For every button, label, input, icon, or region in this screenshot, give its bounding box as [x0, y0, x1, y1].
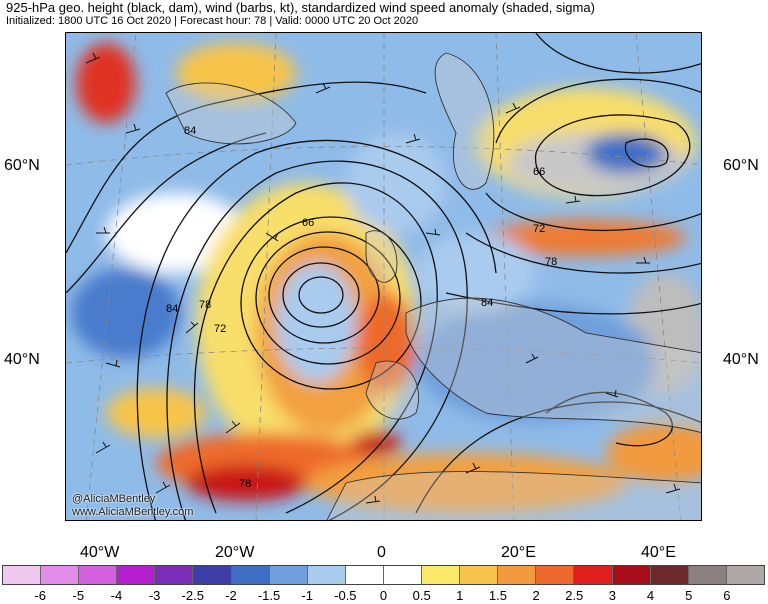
wind-barbs	[85, 52, 681, 504]
map-title: 925-hPa geo. height (black, dam), wind (…	[6, 0, 595, 15]
colorbar-tick-label: 3	[608, 588, 617, 603]
colorbar-swatch	[41, 566, 80, 584]
contour-label: 72	[533, 223, 545, 235]
colorbar-tick-label: 4	[646, 588, 655, 603]
colorbar-tick-label: 6	[723, 588, 731, 603]
colorbar-tick-label: -3	[148, 588, 161, 603]
colorbar-tick-label: 0.5	[412, 588, 431, 603]
weather-map-canvas: 84 66 84 78 72 66 72 78 84 78	[66, 33, 701, 520]
map-subtitle: Initialized: 1800 UTC 16 Oct 2020 | Fore…	[6, 15, 419, 27]
colorbar-tick-label: -1.5	[257, 588, 281, 603]
colorbar-swatch	[269, 566, 308, 584]
colorbar-swatch	[688, 566, 727, 584]
credit-handle: @AliciaMBentley	[72, 493, 156, 505]
colorbar-tick-label: 1.5	[488, 588, 507, 603]
colorbar-swatch	[574, 566, 613, 584]
lon-label: 0	[377, 544, 386, 561]
lat-label-right: 60°N	[723, 157, 759, 174]
colorbar-tick-label: -5	[72, 588, 85, 603]
lon-label: 40°W	[80, 544, 120, 561]
contour-label: 78	[545, 256, 557, 268]
colorbar-tick-label: -0.5	[334, 588, 357, 603]
coastlines	[165, 52, 701, 520]
colorbar-swatch	[345, 566, 384, 584]
lat-label-left: 40°N	[4, 351, 40, 368]
lon-label: 20°W	[215, 544, 255, 561]
contour-label: 78	[199, 299, 211, 311]
lat-label-right: 40°N	[723, 351, 759, 368]
colorbar-tick-label: -6	[34, 588, 46, 603]
contour-label: 72	[214, 323, 226, 335]
contour-label: 84	[481, 297, 493, 309]
colorbar-tick-label: -4	[110, 588, 123, 603]
colorbar-swatch	[612, 566, 651, 584]
graticule	[66, 33, 701, 520]
credit-website: www.AliciaMBentley.com	[72, 506, 194, 518]
colorbar-swatch	[383, 566, 423, 584]
colorbar-swatch	[726, 566, 764, 584]
weather-map: 84 66 84 78 72 66 72 78 84 78	[65, 32, 702, 521]
colorbar-swatch	[536, 566, 575, 584]
colorbar-swatch	[498, 566, 537, 584]
colorbar-tick-label: 2	[532, 588, 540, 603]
colorbar-swatch	[79, 566, 118, 584]
colorbar	[2, 565, 765, 585]
colorbar-swatch	[422, 566, 461, 584]
contour-label: 66	[302, 217, 314, 229]
colorbar-swatch	[3, 566, 42, 584]
colorbar-swatch	[193, 566, 232, 584]
contour-label: 66	[533, 166, 545, 178]
colorbar-swatch	[307, 566, 346, 584]
colorbar-tick-label: -1	[301, 588, 313, 603]
anomaly-shading	[71, 43, 701, 513]
contour-label: 84	[184, 125, 196, 137]
colorbar-tick-label: 2.5	[565, 588, 584, 603]
contour-label: 84	[166, 303, 178, 315]
colorbar-swatch	[155, 566, 194, 584]
colorbar-swatch	[460, 566, 499, 584]
colorbar-tick-label: 5	[685, 588, 693, 603]
colorbar-tick-label: -2.5	[181, 588, 204, 603]
colorbar-tick-label: -2	[225, 588, 237, 603]
contour-labels: 84 66 84 78 72 66 72 78 84 78	[166, 125, 557, 490]
colorbar-swatch	[650, 566, 689, 584]
colorbar-swatch	[117, 566, 156, 584]
contour-label: 78	[239, 478, 251, 490]
colorbar-swatch	[231, 566, 270, 584]
lon-label: 40°E	[641, 544, 676, 561]
colorbar-tick-label: 1	[456, 588, 464, 603]
colorbar-tick-label: 0	[379, 588, 388, 603]
lat-label-left: 60°N	[4, 157, 40, 174]
lon-label: 20°E	[501, 544, 536, 561]
height-contours	[66, 33, 701, 520]
